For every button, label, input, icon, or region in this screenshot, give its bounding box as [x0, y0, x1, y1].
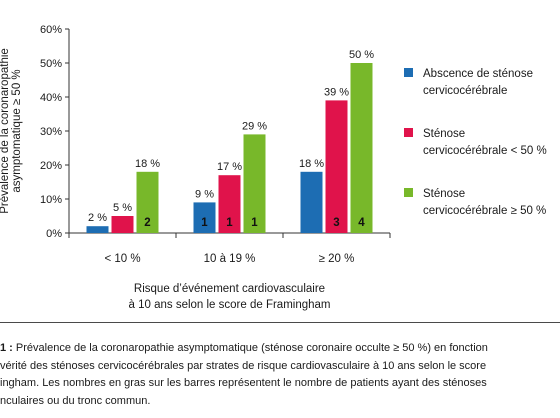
caption-line-3: ingham. Les nombres en gras sur les barr… — [0, 377, 487, 389]
caption-line-4: nculaires ou du tronc commun. — [0, 394, 151, 407]
x-tick-label: ≥ 20 % — [319, 253, 355, 265]
bar — [300, 171, 323, 233]
bar — [136, 171, 159, 233]
legend-swatch — [404, 128, 413, 137]
x-tick-label: < 10 % — [104, 253, 140, 265]
bar — [243, 134, 266, 233]
legend-label: Sténose — [423, 188, 465, 200]
caption-divider — [0, 322, 560, 323]
y-tick-label: 50% — [40, 58, 62, 70]
bar-value-label: 2 % — [88, 212, 107, 224]
bar-count-label: 2 — [144, 217, 150, 229]
bar-value-label: 18 % — [299, 158, 324, 170]
bar — [86, 226, 109, 233]
caption-line-2: vérité des sténoses cervicocérébrales pa… — [0, 359, 487, 372]
caption-text: Prévalence de la coronaropathie asymptom… — [12, 342, 488, 354]
bar — [193, 202, 216, 233]
x-tick-label: 10 à 19 % — [204, 253, 256, 265]
y-tick-label: 0% — [46, 228, 62, 240]
bar-count-label: 1 — [201, 217, 208, 229]
bar — [325, 100, 348, 234]
y-axis-title-line: Prévalence de la coronaropathie — [0, 48, 11, 214]
caption-line-1: 1 : Prévalence de la coronaropathie asym… — [0, 340, 560, 358]
legend-swatch — [404, 68, 413, 77]
bar-count-label: 4 — [358, 217, 365, 229]
legend-label: cervicocérébrale < 50 % — [423, 145, 547, 157]
y-tick-label: 40% — [40, 92, 62, 104]
legend-label: Abscence de sténose — [423, 68, 533, 80]
bar-value-label: 9 % — [195, 188, 214, 200]
bar — [111, 216, 134, 233]
bar-value-label: 39 % — [324, 86, 349, 98]
legend-label: cervicocérébrale — [423, 85, 507, 97]
bar-value-label: 5 % — [113, 202, 132, 214]
y-tick-label: 10% — [40, 194, 62, 206]
y-tick-label: 20% — [40, 160, 62, 172]
bar-value-label: 50 % — [349, 49, 374, 61]
y-tick-label: 30% — [40, 126, 62, 138]
bar — [218, 175, 241, 233]
bar — [350, 63, 373, 233]
y-axis-title-line: asymptomatique ≥ 50 % — [11, 69, 23, 192]
bar-count-label: 1 — [251, 217, 258, 229]
bar-count-label: 1 — [226, 217, 233, 229]
bar-count-label: 3 — [333, 217, 339, 229]
caption-number: 1 : — [0, 342, 13, 354]
legend-label: cervicocérébrale ≥ 50 % — [423, 205, 546, 217]
x-axis-title-line: à 10 ans selon le score de Framingham — [129, 299, 331, 311]
legend-swatch — [404, 188, 413, 197]
figure-caption: 1 : Prévalence de la coronaropathie asym… — [0, 340, 560, 410]
bar-value-label: 17 % — [217, 161, 242, 173]
y-tick-label: 60% — [40, 24, 62, 36]
legend-label: Sténose — [423, 128, 465, 140]
x-axis-title-line: Risque d’événement cardiovasculaire — [134, 283, 325, 295]
bar-chart: 0% 10% 20% 30% 40% 50% 60% Prévalence de la cor… — [0, 24, 547, 311]
bar-value-label: 18 % — [135, 158, 160, 170]
bar-value-label: 29 % — [242, 120, 267, 132]
